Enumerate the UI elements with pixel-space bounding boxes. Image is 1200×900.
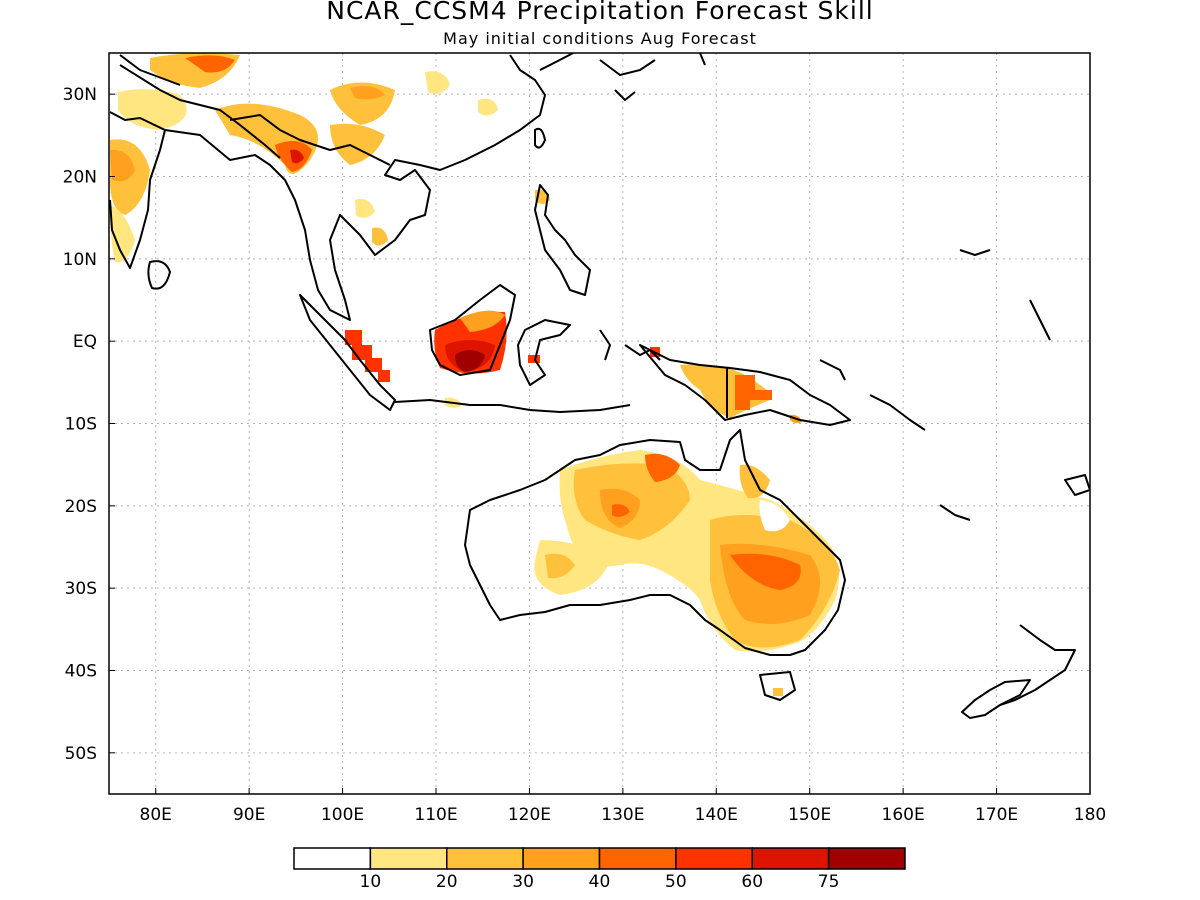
lat-tick-label: 10S — [65, 415, 97, 435]
colorbar-label: 75 — [818, 872, 840, 892]
colorbar-label: 40 — [589, 872, 611, 892]
colorbar-swatch — [598, 847, 677, 870]
lon-tick-label: 110E — [414, 805, 457, 825]
lon-tick-label: 150E — [788, 805, 831, 825]
colorbar: 10 20 30 40 50 60 75 — [293, 847, 906, 892]
lat-tick-label: 20N — [63, 168, 97, 188]
colorbar-swatch — [446, 847, 524, 870]
lat-tick-label: 10N — [63, 250, 97, 270]
colorbar-label: 50 — [665, 872, 687, 892]
colorbar-label: 10 — [360, 872, 382, 892]
colorbar-label: 20 — [436, 872, 458, 892]
colorbar-label: 30 — [512, 872, 534, 892]
lat-tick-label: 30N — [63, 85, 97, 105]
map-title: NCAR_CCSM4 Precipitation Forecast Skill — [326, 0, 874, 25]
lon-tick-label: 170E — [975, 805, 1018, 825]
axis-ticks: 30N 20N 10N EQ 10S 20S 30S 40S 50S 80E 90E 100E 110E… — [63, 85, 1107, 825]
lat-tick-label: 50S — [65, 744, 97, 764]
colorbar-swatch — [293, 847, 372, 870]
plot-frame — [108, 52, 1091, 795]
colorbar-swatch — [675, 847, 753, 870]
colorbar-swatch — [827, 847, 906, 870]
map-gridlines — [109, 53, 1090, 794]
colorbar-label: 60 — [741, 872, 763, 892]
coastlines — [109, 53, 1090, 719]
lat-tick-label: 40S — [65, 662, 97, 682]
lat-tick-label: EQ — [73, 332, 97, 352]
lon-tick-label: 100E — [321, 805, 364, 825]
lat-tick-label: 30S — [65, 579, 97, 599]
lon-tick-label: 80E — [140, 805, 172, 825]
lon-tick-label: 120E — [508, 805, 551, 825]
map-subtitle: May initial conditions Aug Forecast — [443, 29, 757, 48]
skill-shading — [110, 53, 840, 696]
lon-tick-label: 130E — [601, 805, 644, 825]
lon-tick-label: 90E — [233, 805, 265, 825]
colorbar-swatch — [369, 847, 448, 870]
lat-tick-label: 20S — [65, 497, 97, 517]
lon-tick-label: 160E — [882, 805, 925, 825]
lon-tick-label: 140E — [695, 805, 738, 825]
colorbar-swatch — [522, 847, 601, 870]
lon-tick-label: 180 — [1074, 805, 1106, 825]
colorbar-swatch — [751, 847, 830, 870]
